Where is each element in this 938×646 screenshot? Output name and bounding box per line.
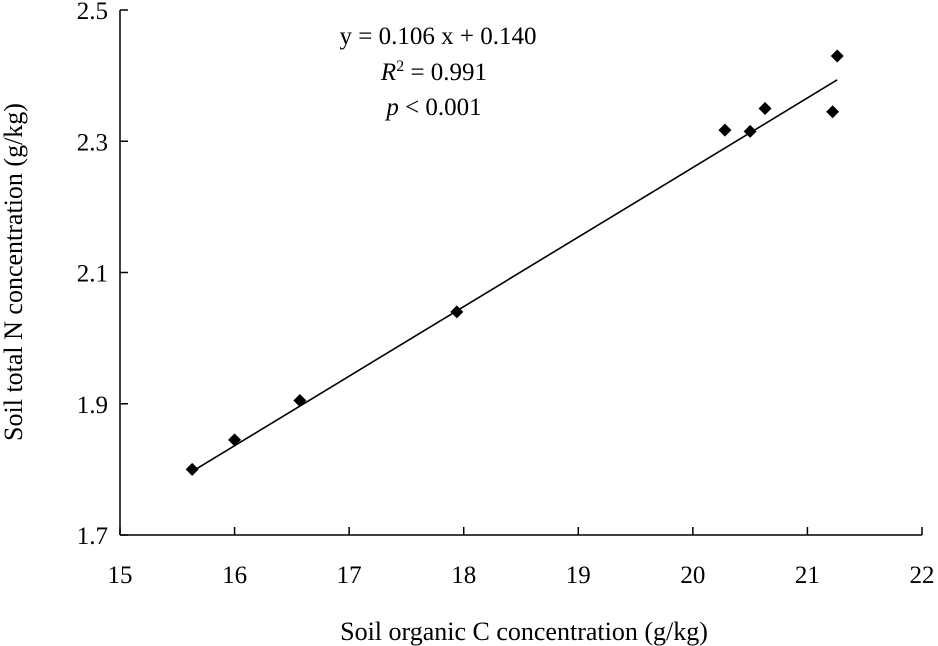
- x-tick-label: 20: [680, 562, 705, 589]
- y-tick-label: 1.7: [77, 523, 108, 550]
- data-point: [830, 49, 844, 63]
- p-value: < 0.001: [399, 94, 482, 121]
- y-tick-label: 2.5: [77, 0, 108, 25]
- regression-annotation: y = 0.106 x + 0.140 R2 = 0.991 p < 0.001: [340, 23, 537, 121]
- data-point: [718, 123, 732, 137]
- regression-equation: y = 0.106 x + 0.140: [340, 23, 537, 50]
- x-tick-label: 19: [566, 562, 591, 589]
- data-point: [826, 105, 840, 119]
- data-point: [743, 124, 757, 138]
- x-tick-label: 22: [910, 562, 935, 589]
- x-tick-label: 18: [451, 562, 476, 589]
- y-tick-label: 2.1: [77, 261, 108, 288]
- r-squared-value: = 0.991: [404, 59, 487, 86]
- y-tick-label: 2.3: [77, 129, 108, 156]
- data-point: [758, 101, 772, 115]
- x-tick-label: 17: [337, 562, 362, 589]
- data-point: [228, 433, 242, 447]
- r-symbol: R: [380, 59, 396, 86]
- regression-line: [191, 79, 838, 473]
- x-axis-ticks: 15 16 17 18 19 20 21 22: [108, 527, 935, 589]
- x-tick-label: 15: [108, 562, 133, 589]
- x-tick-label: 21: [795, 562, 820, 589]
- data-points: [185, 49, 844, 476]
- x-tick-label: 16: [222, 562, 247, 589]
- y-axis-ticks: 1.7 1.9 2.1 2.3 2.5: [77, 0, 128, 550]
- p-value-label: p < 0.001: [384, 94, 481, 121]
- y-tick-label: 1.9: [77, 392, 108, 419]
- r-squared-superscript: 2: [396, 58, 404, 75]
- data-point: [450, 305, 464, 319]
- x-axis-title: Soil organic C concentration (g/kg): [340, 617, 708, 646]
- data-point: [185, 462, 199, 476]
- p-symbol: p: [384, 94, 399, 121]
- r-squared-label: R2 = 0.991: [380, 58, 487, 86]
- data-point: [293, 393, 307, 407]
- y-axis-title: Soil total N concentration (g/kg): [0, 103, 28, 441]
